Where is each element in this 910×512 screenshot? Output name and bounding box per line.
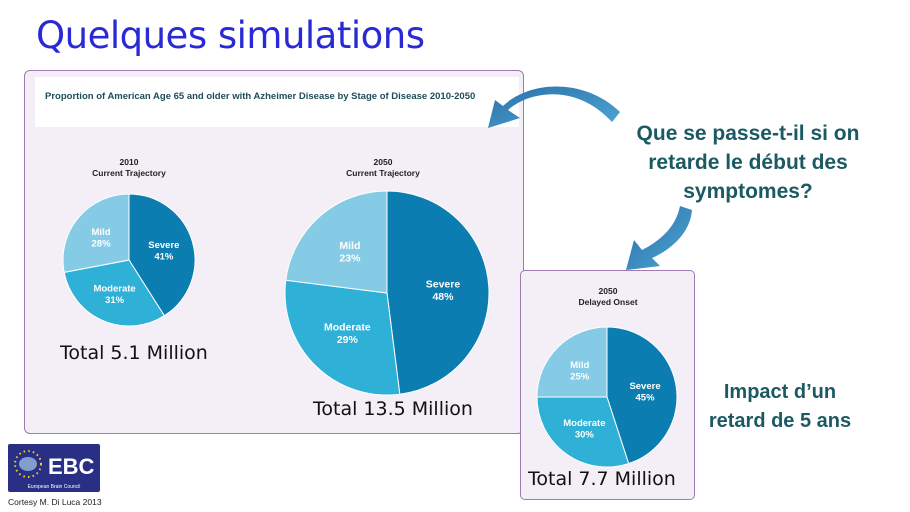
impact-text: Impact d’un retard de 5 ans bbox=[708, 381, 852, 432]
credit-text: Cortesy M. Di Luca 2013 bbox=[8, 497, 102, 507]
slide-title: Quelques simulations bbox=[36, 14, 425, 57]
pie-1-label-moderate: Moderate bbox=[93, 283, 135, 294]
pie-2-value-severe: 48% bbox=[432, 291, 454, 303]
pie-3-year: 2050 bbox=[598, 286, 618, 296]
pie-1-slice-moderate bbox=[63, 259, 166, 327]
pie-2-slice-severe bbox=[386, 190, 490, 395]
ebc-logo-graphic: EBC European Brain Council bbox=[8, 444, 100, 492]
pie-2-slice-moderate bbox=[284, 279, 401, 396]
pie-1-value-moderate: 31% bbox=[105, 295, 125, 306]
pie-2-year: 2050 bbox=[373, 157, 393, 167]
chart-header: Proportion of American Age 65 and older … bbox=[35, 77, 519, 127]
ebc-logo: EBC European Brain Council bbox=[8, 444, 100, 492]
pie-3-label-mild: Mild bbox=[570, 360, 589, 371]
pie-1-label-mild: Mild bbox=[92, 227, 111, 238]
pie-1-subtitle: Current Trajectory bbox=[92, 168, 166, 178]
pie-2-caption: 2050 Current Trajectory bbox=[318, 157, 448, 179]
pie-3-label-moderate: Moderate bbox=[563, 418, 605, 429]
pie-3-slice-moderate bbox=[536, 396, 630, 468]
pie-2-label-severe: Severe bbox=[426, 278, 461, 290]
pie-2-total: Total 13.5 Million bbox=[313, 398, 473, 420]
pie-1-value-mild: 28% bbox=[92, 238, 112, 249]
pie-2-slice-mild bbox=[285, 190, 388, 294]
pie-1-label-severe: Severe bbox=[148, 240, 179, 251]
pie-2-subtitle: Current Trajectory bbox=[346, 168, 420, 178]
pie-3-slice-severe bbox=[606, 326, 678, 465]
pie-1-slice-mild bbox=[62, 193, 130, 273]
question-text: Que se passe-t-il si on retarde le début… bbox=[636, 122, 860, 203]
pie-1-total: Total 5.1 Million bbox=[60, 342, 208, 364]
ebc-logo-text: EBC bbox=[48, 454, 95, 479]
pie-1-caption: 2010 Current Trajectory bbox=[64, 157, 194, 179]
pie-2-value-moderate: 29% bbox=[337, 334, 359, 346]
pie-3-value-severe: 45% bbox=[636, 392, 656, 403]
pie-3-caption: 2050 Delayed Onset bbox=[543, 286, 673, 308]
curved-arrow-down bbox=[626, 206, 692, 270]
pie-1-value-severe: 41% bbox=[154, 251, 174, 262]
pie-3-value-moderate: 30% bbox=[575, 430, 595, 441]
pie-2-label-moderate: Moderate bbox=[324, 322, 371, 334]
pie-3-total: Total 7.7 Million bbox=[528, 468, 676, 490]
pie-2-label-mild: Mild bbox=[339, 240, 360, 252]
ebc-logo-subtext: European Brain Council bbox=[28, 484, 81, 490]
pie-3-subtitle: Delayed Onset bbox=[578, 297, 638, 307]
pie-3-value-mild: 25% bbox=[570, 371, 590, 382]
pie-1-year: 2010 bbox=[119, 157, 139, 167]
pie-3-slice-mild bbox=[536, 326, 608, 398]
chart-title: Proportion of American Age 65 and older … bbox=[45, 91, 476, 102]
pie-2-value-mild: 23% bbox=[339, 252, 361, 264]
curved-arrow-left bbox=[488, 86, 620, 128]
pie-3-label-severe: Severe bbox=[629, 381, 660, 392]
